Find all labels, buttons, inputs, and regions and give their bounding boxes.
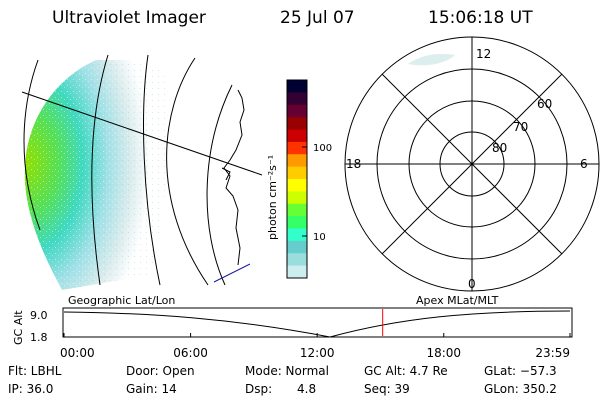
lat-line xyxy=(21,91,263,176)
timeline-ylabel: GC Alt xyxy=(12,310,25,345)
polar-plot: 12 6 0 18 60 70 80 xyxy=(344,36,600,292)
altitude-curve xyxy=(63,310,571,338)
colorbar-cell xyxy=(287,92,307,106)
filter-status: Flt: LBHL xyxy=(8,364,62,378)
timeline-xtick-label: 23:59 xyxy=(535,346,570,360)
colorbar-cell xyxy=(287,240,307,254)
timeline-xtick-label: 12:00 xyxy=(300,346,335,360)
lat-label-60: 60 xyxy=(537,97,552,111)
terminator-line xyxy=(213,263,251,283)
timeline-left-title: Geographic Lat/Lon xyxy=(68,294,175,307)
timeline-xtick-label: 18:00 xyxy=(426,346,461,360)
colorbar-cell xyxy=(287,117,307,131)
gain-status: Gain: 14 xyxy=(126,382,177,396)
colorbar-cell xyxy=(287,228,307,242)
mlt-label-18: 18 xyxy=(346,157,361,171)
colorbar-cell xyxy=(287,154,307,168)
glat-status: GLat: −57.3 xyxy=(484,364,557,378)
colorbar-unit-label: photon cm⁻²s⁻¹ xyxy=(266,155,279,240)
lon-line xyxy=(143,54,161,286)
color-bar: 100 10 photon cm⁻²s⁻¹ xyxy=(266,79,332,279)
colorbar-cell xyxy=(287,166,307,180)
timeline-xtick-label: 06:00 xyxy=(173,346,208,360)
coastline xyxy=(223,89,245,266)
colorbar-cell xyxy=(287,179,307,192)
lat-label-80: 80 xyxy=(492,141,507,155)
lat-line xyxy=(166,57,209,286)
colorbar-cell xyxy=(287,203,307,217)
mlt-label-6: 6 xyxy=(580,157,588,171)
instrument-title: Ultraviolet Imager xyxy=(52,8,206,28)
timeline-panel: Geographic Lat/Lon Apex MLat/MLT GC Alt … xyxy=(12,294,573,360)
lon-line xyxy=(91,54,109,286)
dsp-label: Dsp: xyxy=(245,382,273,396)
colorbar-cell xyxy=(287,104,307,118)
ip-status: IP: 36.0 xyxy=(8,382,54,396)
timeline-right-title: Apex MLat/MLT xyxy=(416,294,499,307)
colorbar-cell xyxy=(287,191,307,205)
lon-line xyxy=(23,59,41,231)
colorbar-cell xyxy=(287,129,307,143)
lat-line xyxy=(206,84,233,286)
mode-status: Mode: Normal xyxy=(245,364,329,378)
colorbar-cell xyxy=(287,265,307,279)
mlt-label-12: 12 xyxy=(476,47,491,61)
glon-status: GLon: 350.2 xyxy=(484,382,557,396)
colorbar-tick-10: 10 xyxy=(313,232,326,243)
gc-alt-status: GC Alt: 4.7 Re xyxy=(364,364,448,378)
coastline xyxy=(221,167,231,181)
colorbar-tick-100: 100 xyxy=(313,143,332,154)
colorbar-cell xyxy=(287,216,307,230)
dsp-value: 4.8 xyxy=(297,382,317,396)
timeline-ytick-1.8: 1.8 xyxy=(30,331,48,344)
date-label: 25 Jul 07 xyxy=(280,8,355,28)
seq-status: Seq: 39 xyxy=(364,382,410,396)
colorbar-cell xyxy=(287,253,307,267)
mlt-label-0: 0 xyxy=(468,277,476,291)
colorbar-cell xyxy=(287,141,307,155)
door-status: Door: Open xyxy=(126,364,195,378)
colorbar-cell xyxy=(287,80,307,93)
timeline-ytick-9: 9.0 xyxy=(30,309,48,322)
time-label: 15:06:18 UT xyxy=(428,8,533,28)
polar-aurora-patch xyxy=(408,53,455,66)
timeline-xtick-label: 00:00 xyxy=(60,346,95,360)
lat-label-70: 70 xyxy=(513,120,528,134)
auroral-image xyxy=(21,54,263,290)
